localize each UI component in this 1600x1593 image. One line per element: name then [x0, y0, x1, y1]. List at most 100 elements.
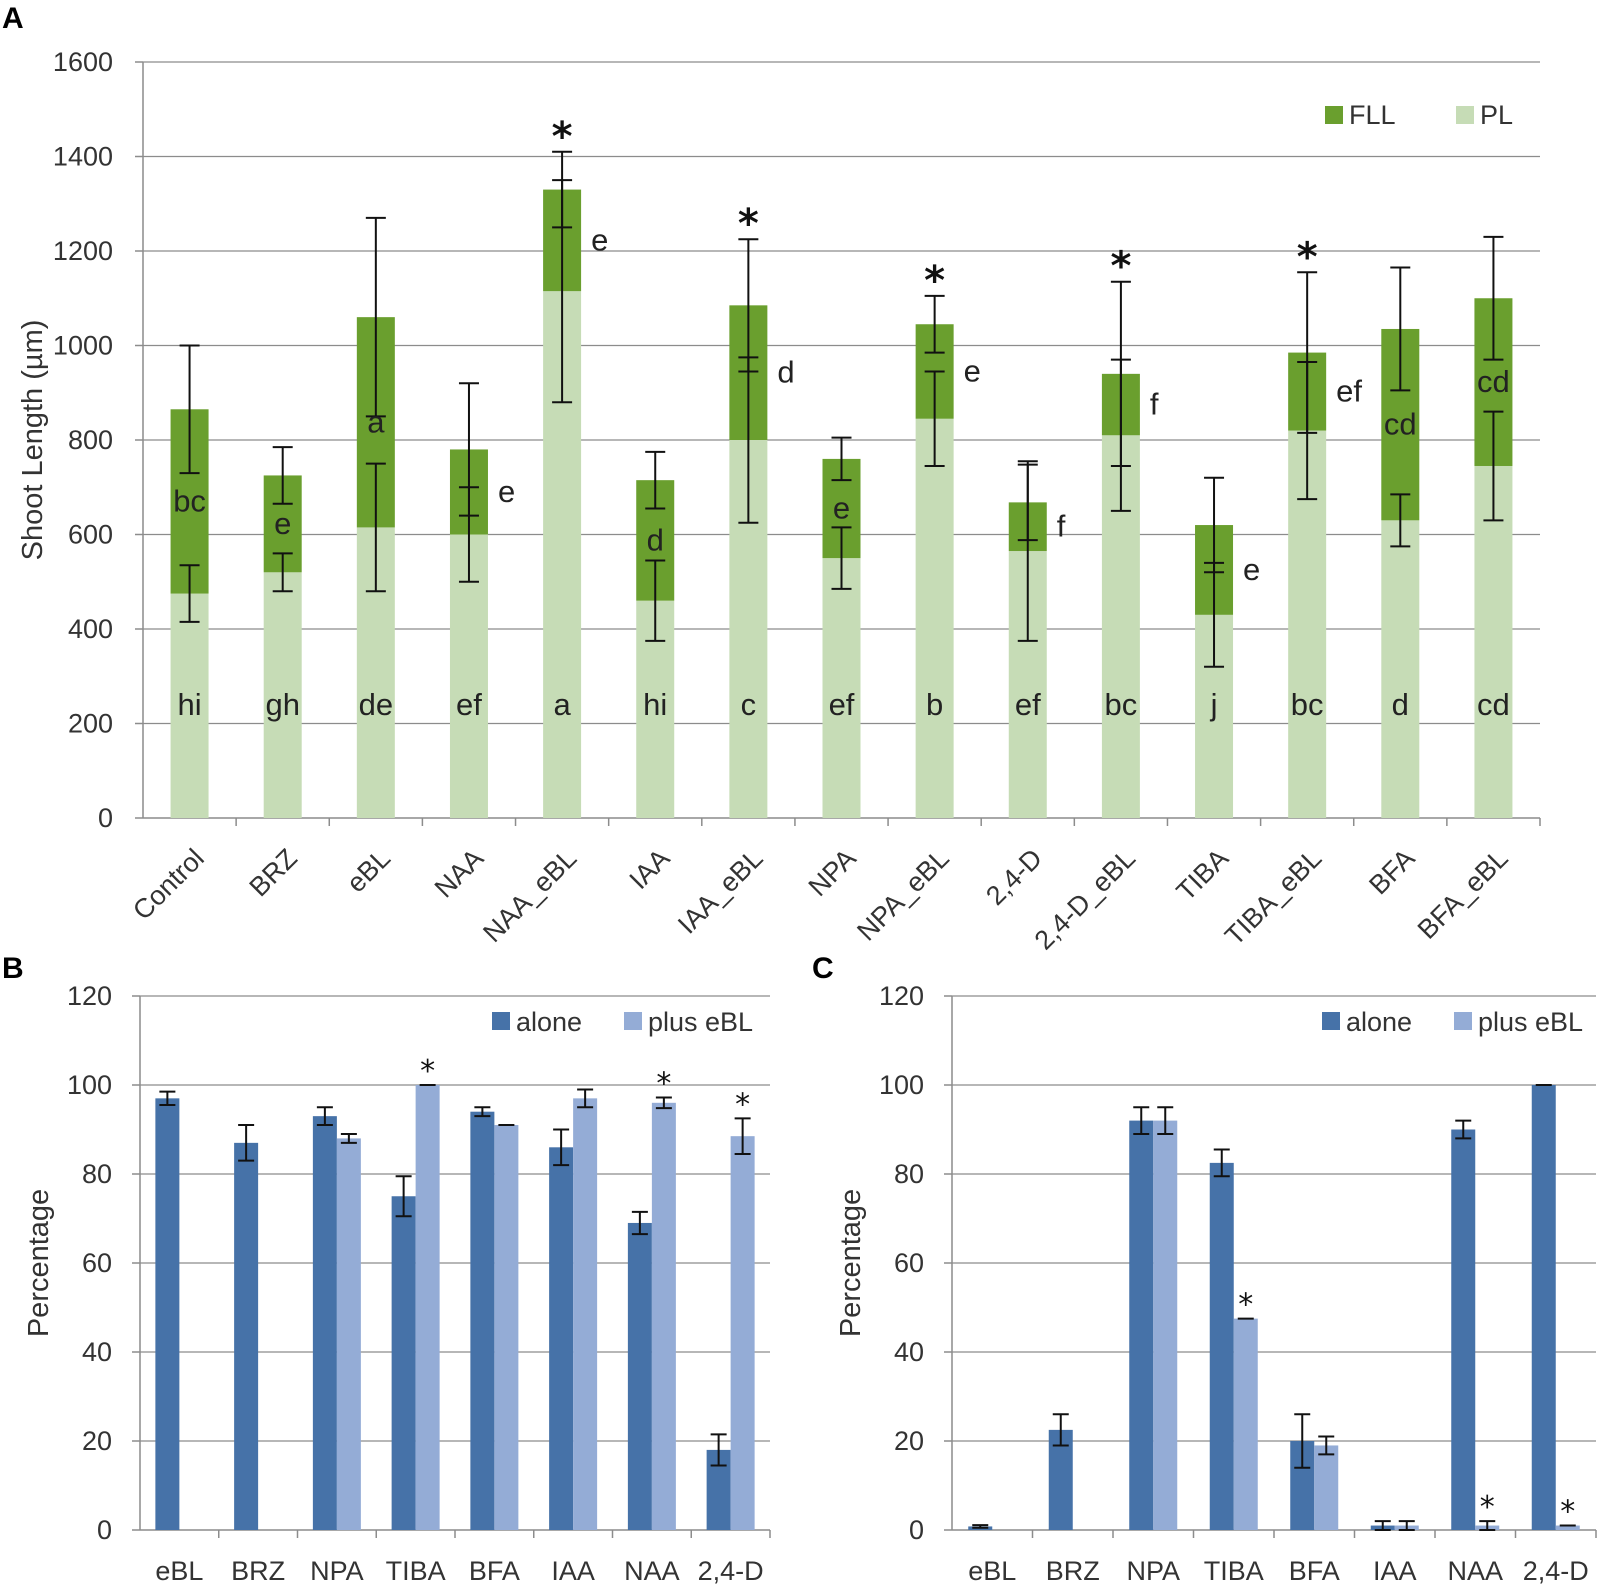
y-tick-label-200: 200	[68, 709, 113, 739]
b-error-bar-plus-ebl-2-4-d	[734, 1117, 751, 1155]
c-error-bar-plus-ebl-naa	[1479, 1520, 1496, 1531]
c-y-tick-label-100: 100	[879, 1070, 924, 1100]
b-bar-alone-brz	[234, 1142, 259, 1530]
fll-letter-iaa-ebl: d	[777, 355, 794, 390]
panel-b-chart: 0 20 40 60 80 100 120 Percentage eBL BRZ NPA * TIBA B…	[23, 981, 771, 1586]
b-legend-label-plus-ebl: plus eBL	[648, 1007, 753, 1037]
bar-pl-brz	[263, 572, 302, 818]
y-tick-label-400: 400	[68, 614, 113, 644]
c-error-bar-alone-ebl	[972, 1524, 989, 1529]
y-tick-label-0: 0	[98, 803, 113, 833]
c-bar-alone-tiba	[1209, 1162, 1234, 1530]
error-bar-pl-control	[179, 564, 200, 623]
c-significance-star-naa: *	[1480, 1490, 1495, 1525]
x-category-label-naa-ebl: NAA_eBL	[477, 843, 582, 948]
error-bar-fll-2-4-d	[1017, 463, 1038, 542]
b-x-category-label-bfa: BFA	[469, 1556, 520, 1586]
b-error-bar-plus-ebl-npa	[340, 1132, 357, 1144]
legend-label-fll: FLL	[1349, 100, 1396, 130]
c-bar-alone-naa	[1451, 1129, 1476, 1530]
b-error-bar-alone-ebl	[159, 1090, 176, 1107]
fll-letter-npa-ebl: e	[964, 353, 981, 388]
b-legend-swatch-alone	[492, 1012, 510, 1030]
c-significance-star-tiba: *	[1238, 1288, 1253, 1323]
fll-letter-brz: e	[274, 506, 291, 541]
c-x-category-label-bfa: BFA	[1289, 1556, 1340, 1586]
c-x-category-label-npa: NPA	[1126, 1556, 1180, 1586]
c-y-tick-label-120: 120	[879, 981, 924, 1011]
pl-letter-ebl: de	[359, 687, 393, 722]
legend-label-pl: PL	[1480, 100, 1513, 130]
bar-pl-bfa-ebl	[1474, 465, 1513, 818]
pl-letter-naa: ef	[456, 687, 482, 722]
panel-label-c: C	[812, 952, 834, 985]
b-bar-alone-bfa	[470, 1111, 495, 1530]
pl-letter-naa-ebl: a	[553, 687, 571, 722]
c-y-axis-title: Percentage	[835, 1189, 867, 1337]
error-bar-fll-iaa-ebl	[738, 238, 759, 373]
c-legend-label-plus-ebl: plus eBL	[1478, 1007, 1583, 1037]
error-bar-fll-bfa-ebl	[1483, 235, 1504, 361]
b-bar-alone-naa	[627, 1222, 652, 1530]
fll-letter-bfa: cd	[1384, 407, 1417, 442]
pl-letter-npa: ef	[829, 687, 855, 722]
b-significance-star-tiba: *	[420, 1054, 435, 1089]
c-x-category-label-iaa: IAA	[1373, 1556, 1417, 1586]
b-bar-alone-npa	[312, 1116, 337, 1530]
b-legend: alone plus eBL	[492, 1007, 753, 1037]
pl-letter-bfa: d	[1392, 687, 1409, 722]
b-y-axis-title: Percentage	[23, 1189, 55, 1337]
b-bar-plus-ebl-iaa	[573, 1098, 598, 1530]
fll-letter-2-4-d-ebl: f	[1150, 387, 1159, 422]
error-bar-fll-ebl	[365, 216, 386, 418]
c-bar-alone-2-4-d	[1531, 1085, 1556, 1530]
legend-swatch-fll	[1325, 106, 1343, 124]
error-bar-fll-2-4-d-ebl	[1110, 280, 1131, 467]
significance-star-naa-ebl: *	[552, 114, 573, 160]
significance-star-2-4-d-ebl: *	[1110, 244, 1131, 290]
c-x-category-label-brz: BRZ	[1046, 1556, 1100, 1586]
error-bar-fll-iaa	[645, 450, 666, 510]
b-x-category-label-2-4-d: 2,4-D	[698, 1556, 764, 1586]
b-legend-swatch-plus-ebl	[624, 1012, 642, 1030]
c-bar-plus-ebl-2-4-d	[1555, 1525, 1580, 1530]
b-y-tick-label-40: 40	[82, 1337, 112, 1367]
b-bar-plus-ebl-naa	[651, 1102, 676, 1530]
pl-letter-tiba: j	[1210, 687, 1218, 722]
fll-letter-npa: e	[833, 491, 850, 526]
b-significance-star-naa: *	[656, 1066, 671, 1101]
b-bar-alone-tiba	[391, 1196, 416, 1530]
x-category-label-npa: NPA	[803, 843, 862, 902]
x-category-label-tiba: TIBA	[1171, 843, 1235, 907]
fll-letter-tiba-ebl: ef	[1336, 374, 1362, 409]
b-y-tick-label-80: 80	[82, 1159, 112, 1189]
bar-pl-bfa	[1381, 520, 1420, 818]
c-error-bar-alone-naa	[1455, 1119, 1472, 1140]
pl-letter-2-4-d: ef	[1015, 687, 1041, 722]
error-bar-fll-control	[179, 344, 200, 475]
y-tick-label-1200: 1200	[53, 236, 113, 266]
error-bar-fll-npa	[831, 436, 852, 482]
b-y-tick-label-100: 100	[67, 1070, 112, 1100]
c-y-tick-label-40: 40	[894, 1337, 924, 1367]
b-error-bar-plus-ebl-naa	[655, 1096, 672, 1110]
legend-swatch-pl	[1456, 106, 1474, 124]
b-x-category-label-ebl: eBL	[155, 1556, 203, 1586]
x-category-label-iaa-ebl: IAA_eBL	[672, 843, 769, 940]
error-bar-pl-ebl	[365, 462, 386, 593]
b-x-category-label-naa: NAA	[624, 1556, 680, 1586]
error-bar-pl-npa-ebl	[924, 370, 945, 467]
b-error-bar-alone-brz	[238, 1124, 255, 1162]
b-error-bar-alone-npa	[316, 1106, 333, 1127]
fll-letter-2-4-d: f	[1057, 509, 1066, 544]
pl-letter-2-4-d-ebl: bc	[1105, 687, 1138, 722]
error-bar-fll-npa-ebl	[924, 294, 945, 354]
pl-letter-tiba-ebl: bc	[1291, 687, 1324, 722]
pl-letter-iaa: hi	[643, 687, 667, 722]
x-category-label-ebl: eBL	[341, 843, 396, 898]
c-error-bar-alone-npa	[1133, 1106, 1150, 1135]
c-bar-plus-ebl-npa	[1153, 1120, 1178, 1530]
y-axis-title: Shoot Length (µm)	[17, 320, 49, 561]
error-bar-fll-bfa	[1390, 266, 1411, 392]
b-error-bar-alone-naa	[631, 1210, 648, 1236]
